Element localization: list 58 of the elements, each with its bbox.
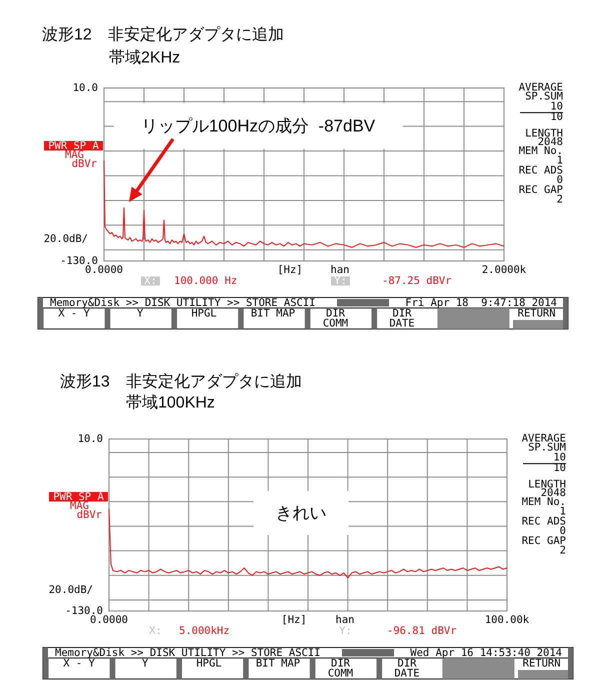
text: Memory&Disk >> DISK UTILITY >> STORE ASCII [50, 296, 316, 309]
text: 2 [556, 193, 563, 206]
text: Memory&Disk >> DISK UTILITY >> STORE ASCII [55, 646, 321, 659]
text: PWR SP A [48, 140, 100, 152]
annotation: きれい [276, 504, 326, 522]
chart-title: 波形13 非安定化アダプタに追加 [60, 372, 302, 390]
text: 0 [556, 174, 563, 186]
chart-subtitle: 帯域2KHz [109, 48, 180, 66]
x-tick-label: 0.0000 [90, 614, 128, 626]
y-tick-label: 10.0 [72, 82, 98, 94]
y-axis-title: 20.0dB/ [44, 233, 88, 245]
text: X - Y [63, 658, 96, 670]
text: RETURN [518, 308, 556, 320]
text: HPGL [196, 658, 222, 670]
text: BIT MAP [250, 308, 296, 320]
y-axis-title: 20.0dB/ [48, 584, 93, 596]
annotation: リップル100Hzの成分 -87dBV [140, 116, 376, 136]
text: Y: [339, 625, 352, 637]
text: X: [149, 625, 162, 637]
text: DIR COMM [328, 658, 354, 680]
text: 10 [553, 452, 566, 464]
text: han [330, 264, 350, 276]
text: -87.25 dBVr [382, 275, 452, 287]
text: REC GAP [518, 184, 563, 196]
x-tick-label: 0.0000 [85, 264, 123, 276]
text: Fri Apr 18 9:47:18 2014 [405, 296, 557, 309]
text: 100.000 Hz [174, 275, 238, 287]
text: 5.000kHz [179, 625, 230, 637]
chart-subtitle: 帯域100KHz [126, 394, 215, 412]
text: 0 [560, 525, 566, 537]
text: han [336, 614, 354, 626]
text: X - Y [58, 308, 90, 320]
text: 2 [560, 544, 566, 556]
x-tick-label: 2.0000k [482, 264, 527, 276]
y-tick-label: 10.0 [78, 433, 103, 445]
text: SP.SUM [528, 442, 566, 454]
x-axis-title: [Hz] [281, 614, 307, 626]
text: Wed Apr 16 14:53:40 2014 [410, 646, 562, 659]
chart-title: 波形12 非安定化アダプタに追加 [42, 26, 284, 44]
text: BIT MAP [256, 658, 300, 670]
text: 10 [550, 100, 563, 113]
text: 1 [556, 154, 563, 166]
text: dBVr [76, 509, 102, 521]
text: REC GAP [522, 535, 566, 547]
text: SP.SUM [525, 90, 563, 103]
text: dBVr [72, 158, 97, 170]
text: -96.81 dBVr [387, 625, 457, 637]
x-axis-title: [Hz] [277, 264, 303, 276]
text: RETURN [522, 658, 561, 670]
text: PWR SP A [53, 490, 104, 503]
text: DIR COMM [322, 308, 348, 330]
text: HPGL [191, 308, 217, 320]
text: 1 [560, 505, 566, 518]
text: Y [136, 308, 144, 320]
text: Y [142, 658, 149, 670]
text: DIR DATE [389, 308, 415, 330]
text: DIR DATE [394, 658, 420, 680]
x-tick-label: 100.00k [484, 614, 530, 626]
